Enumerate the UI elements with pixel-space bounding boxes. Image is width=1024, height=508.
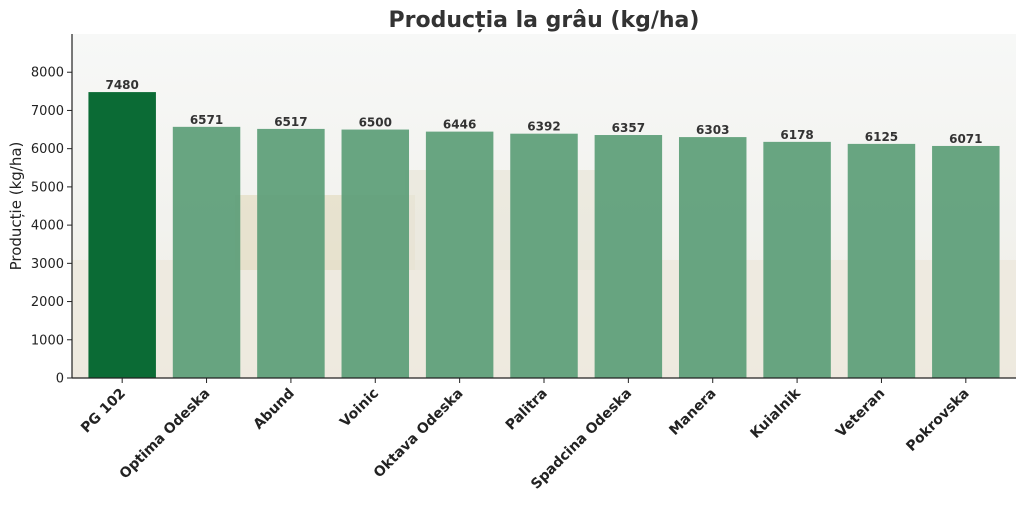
data-label: 6446 [443,118,476,132]
y-axis-label: Producție (kg/ha) [7,142,25,271]
data-label: 6392 [527,120,560,134]
data-label: 6571 [190,113,223,127]
y-tick-label: 2000 [31,295,64,310]
x-tick-label: Pokrovska [903,386,972,455]
y-tick-label: 7000 [31,104,64,119]
bar [763,141,831,378]
y-ticks-group: 0 1000 2000 3000 4000 5000 6000 7000 8000 [31,66,72,387]
x-tick-label: PG 102 [78,386,129,437]
x-tick-label: Optima Odeska [117,386,214,483]
data-label: 6125 [865,130,898,144]
bars-group [88,92,1000,379]
data-label: 6500 [359,116,392,130]
data-label: 7480 [105,78,138,92]
x-tick-label: Voinic [337,386,382,431]
bar [594,135,663,378]
x-tick-label: Kuialnik [748,385,805,442]
bar [678,137,747,378]
y-tick-label: 8000 [31,66,64,81]
bar [172,126,241,379]
y-tick-label: 3000 [31,257,64,272]
data-label: 6517 [274,115,307,129]
y-tick-label: 1000 [31,333,64,348]
x-tick-label: Veteran [833,386,888,441]
x-tick-label: Oktava Odeska [371,386,467,482]
bar [425,131,494,378]
data-label: 6303 [696,123,729,137]
data-label: 6071 [949,132,982,146]
x-tick-label: Abund [250,386,297,433]
data-label: 6178 [780,128,813,142]
data-label: 6357 [612,121,645,135]
data-labels-group: 7480 6571 6517 6500 6446 6392 6357 6303 6178 6125… [105,78,982,146]
y-tick-label: 0 [56,372,64,387]
x-tick-label: Palitra [503,386,551,434]
x-tick-label: Manera [666,386,719,439]
y-tick-label: 5000 [31,180,64,195]
bar [257,128,325,378]
y-tick-label: 6000 [31,142,64,157]
bar [847,143,916,378]
bar [932,145,1000,378]
chart-title: Producția la grâu (kg/ha) [389,8,700,33]
y-tick-label: 4000 [31,219,64,234]
bar [510,133,578,378]
bar [88,92,156,378]
bar [341,129,410,378]
